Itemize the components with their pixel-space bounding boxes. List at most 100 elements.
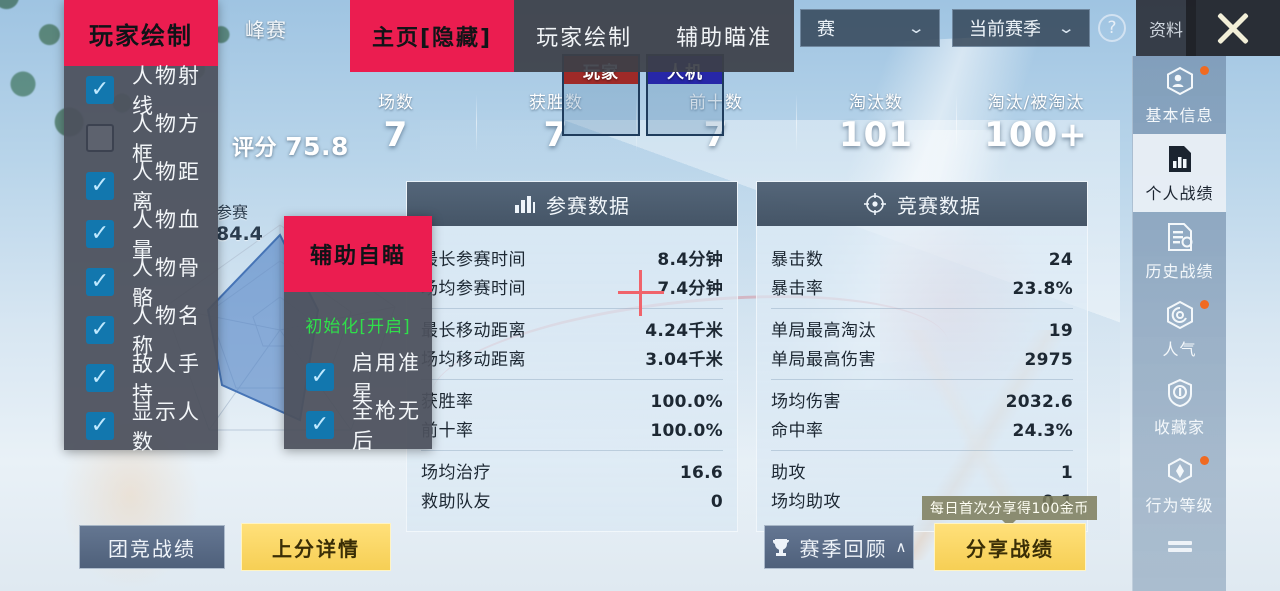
match-data-card-title: 参赛数据: [546, 193, 630, 218]
stat-label: 前十数: [689, 93, 743, 113]
share-record-button[interactable]: 分享战绩: [934, 523, 1086, 571]
data-row: 最长参赛时间 8.4分钟: [421, 243, 723, 272]
draw-option-row[interactable]: ✓ 显示人数: [64, 400, 218, 454]
data-value: 4.24千米: [645, 321, 723, 341]
stat-value: 7: [543, 115, 569, 155]
data-key: 获胜率: [421, 392, 474, 412]
notification-dot: [1200, 66, 1209, 75]
data-key: 暴击率: [771, 279, 824, 299]
card-group: 场均伤害 2032.6 命中率 24.3%: [771, 379, 1073, 450]
data-value: 24.3%: [1012, 421, 1073, 441]
history-document-icon: [1163, 220, 1197, 254]
cheat-nav-home[interactable]: 主页[隐藏]: [350, 0, 515, 72]
help-icon[interactable]: ?: [1098, 14, 1126, 42]
data-key: 场均伤害: [771, 392, 841, 412]
aim-assist-panel: 辅助自瞄 初始化[开启] ✓ 启用准星 ✓ 全枪无后: [284, 216, 432, 453]
draw-option-label: 人物射线: [132, 64, 201, 118]
player-score-value: 75.8: [285, 132, 349, 161]
draw-option-row[interactable]: ✓ 人物血量: [64, 208, 218, 262]
match-data-card: 参赛数据 最长参赛时间 8.4分钟 场均参赛时间 7.4分钟 最长移动距离 4.…: [406, 181, 738, 532]
data-key: 场均助攻: [771, 492, 841, 512]
season-review-button[interactable]: 赛季回顾 ∧: [764, 525, 914, 569]
checkbox-checked-icon[interactable]: ✓: [86, 76, 114, 104]
draw-option-row[interactable]: ✓ 人物距离: [64, 160, 218, 214]
checkbox-checked-icon[interactable]: ✓: [86, 316, 114, 344]
sidebar-item-label: 收藏家: [1153, 418, 1205, 437]
sidebar-item-popularity[interactable]: 人气: [1133, 290, 1226, 368]
cheat-nav-aim-assist[interactable]: 辅助瞄准: [676, 26, 773, 51]
data-row: 救助队友 0: [421, 485, 723, 514]
draw-option-label: 显示人数: [132, 400, 201, 454]
checkbox-checked-icon[interactable]: ✓: [86, 364, 114, 392]
combat-data-card-header: 竞赛数据: [757, 182, 1087, 226]
match-data-card-body: 最长参赛时间 8.4分钟 场均参赛时间 7.4分钟 最长移动距离 4.24千米 …: [407, 226, 737, 531]
trophy-icon: [772, 539, 789, 556]
checkbox-checked-icon[interactable]: ✓: [86, 172, 114, 200]
stat-value: 100+: [984, 115, 1088, 155]
tab-peak-match[interactable]: 峰赛: [245, 17, 287, 42]
data-row: 暴击率 23.8%: [771, 272, 1073, 301]
more-menu-icon: [1167, 538, 1192, 555]
match-mode-select[interactable]: 赛 ⌄: [800, 9, 940, 47]
data-row: 场均治疗 16.6: [421, 456, 723, 485]
toggle-bot-body: [648, 84, 722, 134]
data-key: 单局最高伤害: [771, 350, 876, 370]
cheat-nav: 主页[隐藏] 玩家绘制 辅助瞄准: [350, 0, 795, 72]
data-value: 8.4分钟: [657, 250, 723, 270]
sidebar-item-history-record[interactable]: 历史战绩: [1133, 212, 1226, 290]
data-value: 2975: [1024, 350, 1073, 370]
checkbox-checked-icon[interactable]: ✓: [86, 412, 114, 440]
data-row: 获胜率 100.0%: [421, 385, 723, 414]
bar-chart-icon: [515, 196, 535, 213]
popularity-icon: [1163, 298, 1197, 332]
stat-value: 101: [839, 115, 913, 155]
checkbox-checked-icon[interactable]: ✓: [86, 220, 114, 248]
draw-option-label: 人物血量: [132, 208, 201, 262]
combat-data-card: 竞赛数据 暴击数 24 暴击率 23.8% 单局最高淘汰 19 单局最高: [756, 181, 1088, 532]
data-key: 前十率: [421, 421, 474, 441]
stat-item: 获胜数 7: [476, 88, 636, 164]
aim-option-row[interactable]: ✓ 启用准星: [284, 351, 432, 405]
draw-option-label: 人物距离: [132, 160, 201, 214]
data-value: 19: [1048, 321, 1073, 341]
draw-option-row[interactable]: ✓ 人物射线: [64, 64, 218, 118]
draw-option-label: 敌人手持: [132, 352, 201, 406]
checkbox-checked-icon[interactable]: ✓: [306, 363, 334, 391]
stat-item: 淘汰数 101: [796, 88, 956, 164]
stat-item: 场数 7: [316, 88, 476, 164]
checkbox-checked-icon[interactable]: ✓: [86, 268, 114, 296]
stat-label: 获胜数: [529, 93, 583, 113]
combat-data-card-body: 暴击数 24 暴击率 23.8% 单局最高淘汰 19 单局最高伤害 2975: [757, 226, 1087, 531]
sidebar-item-behavior-level[interactable]: 行为等级: [1133, 446, 1226, 524]
sidebar-item-basic-info[interactable]: 基本信息: [1133, 56, 1226, 134]
close-button[interactable]: [1186, 0, 1280, 56]
data-value: 100.0%: [650, 421, 723, 441]
aim-option-row[interactable]: ✓ 全枪无后: [284, 399, 432, 453]
draw-option-row[interactable]: ✓ 人物骨骼: [64, 256, 218, 310]
player-score-label: 评分: [232, 136, 278, 161]
data-key: 救助队友: [421, 492, 491, 512]
aim-option-label: 全枪无后: [352, 399, 421, 453]
chevron-down-icon: ⌄: [907, 19, 926, 37]
checkbox-checked-icon[interactable]: ✓: [306, 411, 334, 439]
draw-option-row[interactable]: ✓ 敌人手持: [64, 352, 218, 406]
sidebar-item-collector[interactable]: 收藏家: [1133, 368, 1226, 446]
season-select[interactable]: 当前赛季 ⌄: [952, 9, 1090, 47]
rank-detail-button[interactable]: 上分详情: [241, 523, 391, 571]
close-icon: [1211, 6, 1255, 50]
radar-axis-value: 84.4: [216, 223, 263, 245]
checkbox-unchecked-icon[interactable]: [86, 124, 114, 152]
data-row: 助攻 1: [771, 456, 1073, 485]
cheat-nav-player-draw[interactable]: 玩家绘制: [536, 26, 633, 51]
card-group: 最长移动距离 4.24千米 场均移动距离 3.04千米: [421, 308, 723, 379]
sidebar-item-label: 基本信息: [1145, 106, 1214, 125]
data-key: 命中率: [771, 421, 824, 441]
data-value: 3.04千米: [645, 350, 723, 370]
sidebar-item-personal-record[interactable]: 个人战绩: [1133, 134, 1226, 212]
draw-option-row[interactable]: ✓ 人物名称: [64, 304, 218, 358]
sidebar-more-button[interactable]: [1133, 524, 1226, 568]
team-record-button[interactable]: 团竞战绩: [79, 525, 225, 569]
draw-option-row[interactable]: 人物方框: [64, 112, 218, 166]
data-key: 场均治疗: [421, 463, 491, 483]
data-value: 2032.6: [1005, 392, 1073, 412]
